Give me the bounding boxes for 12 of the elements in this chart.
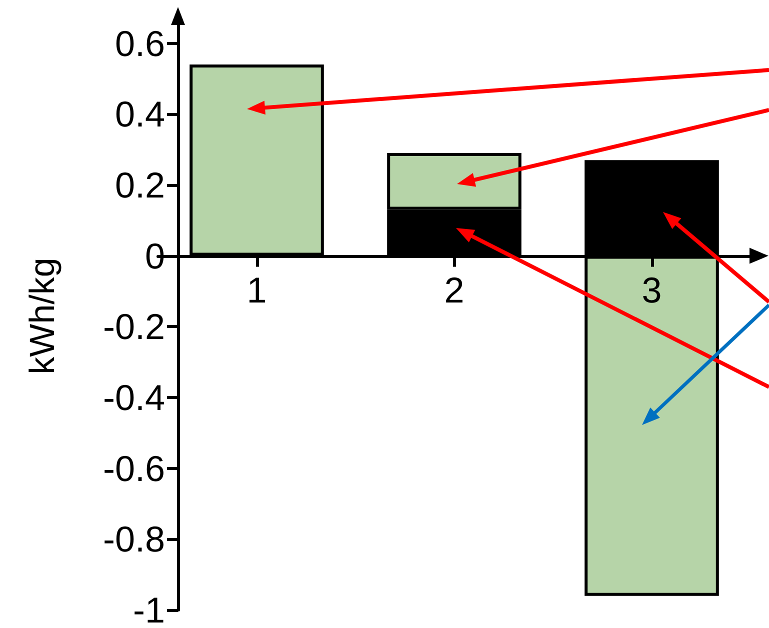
- y-tick-label: -0.6: [102, 448, 165, 489]
- y-tick-label: 0.6: [114, 22, 165, 64]
- x-tick-label: 3: [642, 269, 662, 310]
- y-tick-label: -0.2: [102, 306, 165, 348]
- y-tick-label: -1: [132, 590, 165, 628]
- y-tick-label: 0.2: [114, 164, 165, 206]
- x-tick-label: 2: [444, 269, 464, 310]
- y-tick-label: -0.8: [102, 518, 165, 560]
- x-tick-label: 1: [246, 269, 267, 310]
- y-axis-title: kWh/kg: [23, 258, 62, 374]
- y-tick-label: 0.4: [114, 94, 165, 135]
- y-tick-label: -0.4: [102, 376, 165, 418]
